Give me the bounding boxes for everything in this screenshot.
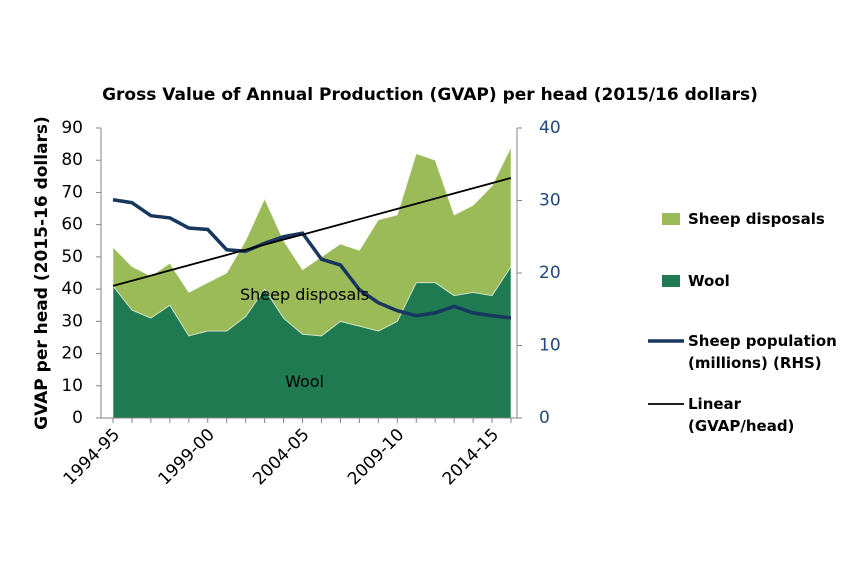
y-tick-label: 0 [72,408,83,428]
area [112,147,512,337]
y2-tick-label: 20 [539,263,561,283]
y2-tick-label: 30 [539,191,561,211]
y-tick-label: 40 [61,279,83,299]
y-axis-label: GVAP per head (2015-16 dollars) [32,116,52,430]
y-tick-label: 90 [61,118,83,138]
x-tick-label: 2014-15 [439,425,503,489]
legend-label: Sheep disposals [688,210,825,228]
y-tick-label: 20 [61,344,83,364]
y2-tick-label: 40 [539,118,561,138]
legend-label: Wool [688,272,730,290]
x-tick-label: 2009-10 [344,425,408,489]
legend-label: Sheep population (millions) (RHS) [688,332,837,372]
annotation: Sheep disposals [240,285,369,304]
legend-label: Linear (GVAP/head) [688,395,795,435]
annotation: Wool [285,372,324,391]
y-tick-label: 30 [61,311,83,331]
y2-tick-label: 0 [539,408,550,428]
legend-swatch [662,275,680,287]
y-tick-label: 50 [61,247,83,267]
line [112,198,512,320]
line [112,177,512,287]
x-tick-label: 1999-00 [154,425,218,489]
y-tick-label: 80 [61,150,83,170]
y-tick-label: 10 [61,376,83,396]
x-tick-label: 2004-05 [249,425,313,489]
y-tick-label: 60 [61,215,83,235]
x-tick-label: 1994-95 [60,425,124,489]
legend-swatch [662,213,680,225]
y-tick-label: 70 [61,182,83,202]
chart-title: Gross Value of Annual Production (GVAP) … [102,85,758,105]
y2-tick-label: 10 [539,336,561,356]
